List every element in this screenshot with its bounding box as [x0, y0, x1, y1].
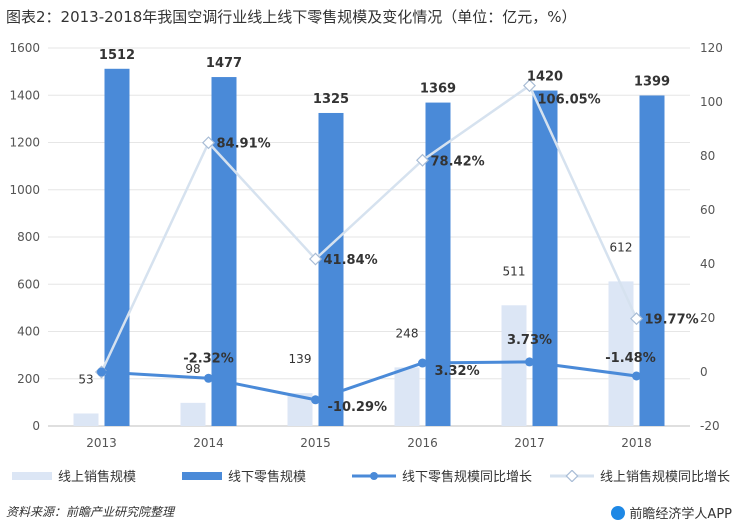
legend-label: 线下零售规模 — [228, 470, 307, 485]
bar-label-offline: 1399 — [634, 74, 670, 89]
x-tick-label: 2016 — [407, 436, 438, 450]
bar-label-online: 98 — [185, 362, 200, 376]
brand-label: 前瞻经济学人APP — [629, 507, 732, 522]
x-axis: 2013 2014 2015 2016 2017 2018 — [48, 425, 690, 450]
source-note: 资料来源：前瞻产业研究院整理 — [6, 505, 175, 519]
right-tick-label: 60 — [700, 203, 715, 217]
brand-logo-icon — [611, 505, 626, 520]
online-growth-point — [629, 312, 644, 326]
x-tick-label: 2017 — [514, 436, 545, 450]
chart-canvas: 0 200 400 600 800 1000 1200 1400 1600 -20 0 20 40 60… — [9, 41, 723, 450]
bar-label-offline: 1512 — [99, 48, 135, 63]
offline-growth-point — [632, 371, 641, 381]
bar-online-sales — [73, 413, 99, 426]
offline-growth-label: -10.29% — [328, 400, 388, 415]
online-growth-point — [415, 153, 430, 167]
offline-growth-label: -2.32% — [183, 351, 234, 366]
online-growth-point — [522, 79, 537, 93]
right-tick-label: 100 — [700, 95, 723, 109]
bar-label-offline: 1420 — [527, 70, 563, 85]
offline-growth-label: 3.32% — [435, 364, 480, 379]
right-tick-label: 40 — [700, 257, 715, 271]
bar-label-online: 248 — [396, 326, 419, 340]
bar-label-online: 53 — [78, 372, 93, 386]
x-tick-label: 2014 — [193, 436, 224, 450]
bar-offline-sales — [104, 68, 130, 426]
right-tick-label: 80 — [700, 149, 715, 163]
bar-label-online: 612 — [610, 240, 633, 254]
right-tick-label: -20 — [700, 419, 720, 433]
left-tick-label: 1400 — [9, 88, 40, 102]
bar-label-online: 511 — [503, 264, 526, 278]
offline-growth-label: -1.48% — [605, 351, 656, 366]
left-tick-label: 0 — [32, 419, 40, 433]
left-tick-label: 800 — [17, 230, 40, 244]
bar-offline-sales — [532, 90, 558, 427]
online-growth-point — [308, 252, 323, 266]
left-tick-label: 1000 — [9, 183, 40, 197]
legend-swatch — [550, 469, 594, 482]
offline-growth-point — [97, 367, 106, 377]
offline-growth-label: 3.73% — [507, 333, 552, 348]
bar-label-offline: 1325 — [313, 92, 349, 107]
online-growth-label: 41.84% — [324, 253, 378, 268]
legend: 线上销售规模 线下零售规模 线下零售规模同比增长 线上销售规模同比增长 — [0, 466, 740, 490]
bar-label-online: 139 — [289, 352, 312, 366]
online-growth-label: 106.05% — [538, 93, 601, 108]
data-labels: 53 1512 98 1477 139 1325 248 1369 511 1420 612 1399… — [78, 48, 698, 415]
online-growth-label: 78.42% — [431, 154, 485, 169]
legend-swatch — [182, 471, 222, 480]
bar-online-sales — [180, 402, 206, 426]
bar-label-offline: 1369 — [420, 82, 456, 97]
chart-title: 图表2：2013-2018年我国空调行业线上线下零售规模及变化情况（单位：亿元，… — [6, 8, 577, 26]
bar-online-sales — [501, 305, 527, 426]
legend-item-online-sales: 线上销售规模 — [12, 466, 136, 485]
right-tick-label: 20 — [700, 311, 715, 325]
left-tick-label: 200 — [17, 372, 40, 386]
bar-label-offline: 1477 — [206, 56, 242, 71]
online-growth-label: 84.91% — [217, 137, 271, 152]
left-tick-label: 1200 — [9, 136, 40, 150]
x-tick-label: 2018 — [621, 436, 652, 450]
online-growth-label: 19.77% — [645, 313, 699, 328]
brand: 前瞻经济学人APP — [611, 503, 732, 522]
offline-growth-point — [311, 395, 320, 405]
offline-growth-line — [101, 360, 637, 402]
offline-growth-point — [418, 358, 427, 368]
legend-label: 线上销售规模 — [58, 470, 137, 485]
online-growth-line — [100, 83, 638, 373]
legend-label: 线下零售规模同比增长 — [402, 470, 533, 485]
legend-swatch — [352, 471, 396, 480]
x-tick-label: 2013 — [86, 436, 117, 450]
offline-growth-point — [525, 357, 534, 367]
offline-growth-point — [204, 373, 213, 383]
legend-item-online-growth: 线上销售规模同比增长 — [550, 466, 730, 485]
bar-offline-sales — [639, 95, 665, 426]
bar-online-sales — [394, 367, 420, 426]
left-tick-label: 600 — [17, 277, 40, 291]
legend-item-offline-sales: 线下零售规模 — [182, 466, 306, 485]
right-tick-label: 120 — [700, 41, 723, 55]
x-tick-label: 2015 — [300, 436, 331, 450]
left-axis: 0 200 400 600 800 1000 1200 1400 1600 — [9, 41, 40, 433]
bar-offline-sales — [318, 112, 344, 426]
bar-offline-sales — [211, 77, 237, 426]
right-axis: -20 0 20 40 60 80 100 120 — [700, 41, 723, 433]
left-tick-label: 1600 — [9, 41, 40, 55]
bars — [73, 68, 665, 427]
legend-label: 线上销售规模同比增长 — [600, 470, 731, 485]
left-tick-label: 400 — [17, 325, 40, 339]
right-tick-label: 0 — [700, 365, 708, 379]
lines — [94, 79, 644, 405]
legend-swatch — [12, 471, 52, 480]
legend-item-offline-growth: 线下零售规模同比增长 — [352, 466, 532, 485]
online-growth-point — [201, 136, 216, 150]
